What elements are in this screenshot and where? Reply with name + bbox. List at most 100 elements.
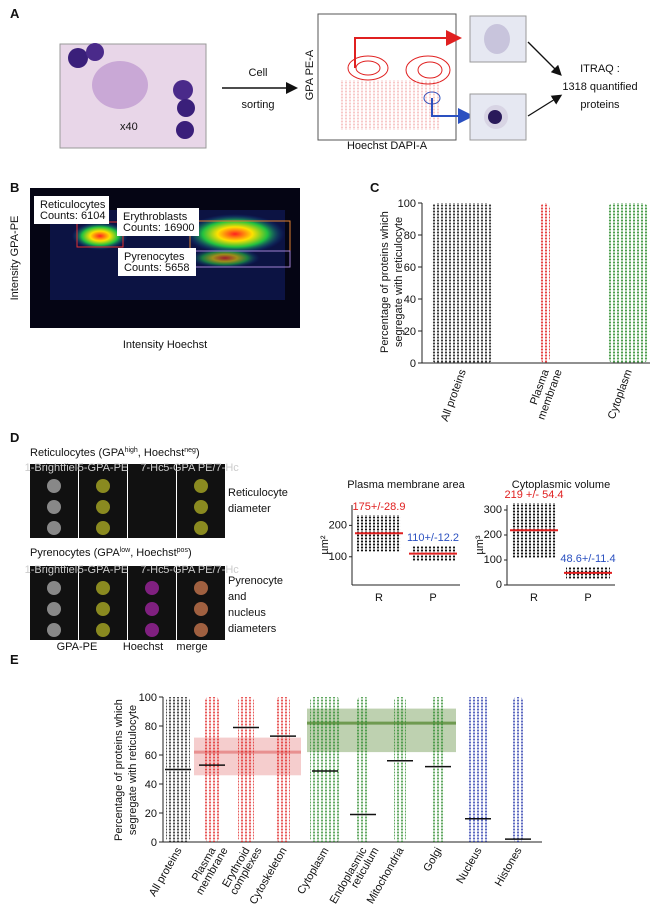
strip-header: 7-Hc — [140, 564, 164, 576]
y-tick-label: 0 — [496, 579, 502, 591]
y-tick-label: 100 — [139, 692, 157, 704]
panel-letter: B — [10, 180, 19, 195]
cell — [484, 24, 510, 54]
axis-label: Percentage of proteins which — [113, 699, 125, 841]
y-tick-label: 200 — [484, 529, 502, 541]
x-tick-label: Cytoplasm — [295, 846, 331, 897]
y-tick-label: 200 — [329, 519, 347, 531]
cell — [173, 80, 193, 100]
axis-label: Percentage of proteins which — [379, 211, 391, 353]
label: Cell — [249, 67, 268, 79]
cell — [194, 602, 208, 616]
y-tick-label: 40 — [145, 779, 157, 791]
panel-e: E Percentage of proteins which segregate… — [10, 652, 542, 907]
dot-swarm — [431, 697, 445, 842]
y-tick-label: 80 — [145, 721, 157, 733]
y-tick-label: 100 — [329, 551, 347, 563]
cell — [177, 99, 195, 117]
panel-letter: C — [370, 180, 380, 195]
cell — [68, 48, 88, 68]
axis-label: Intensity GPA-PE — [9, 216, 21, 301]
dot-swarm — [205, 697, 219, 842]
cell — [47, 479, 61, 493]
x-tick-label: P — [429, 592, 436, 604]
contour — [417, 61, 443, 79]
strip-header: 1-Brightfield — [25, 564, 84, 576]
note: diameter — [228, 503, 271, 515]
x-tick-label: Golgi — [421, 846, 444, 874]
cell — [96, 581, 110, 595]
cell — [96, 521, 110, 535]
axis-label: segregate with reticulocyte — [393, 217, 405, 347]
result: ITRAQ : — [580, 63, 620, 75]
arrow — [431, 98, 474, 124]
density — [72, 222, 128, 250]
y-tick-label: 60 — [404, 262, 416, 274]
gate-box — [117, 208, 199, 236]
cell — [47, 500, 61, 514]
dot-swarm — [540, 203, 550, 363]
arrow — [354, 30, 462, 68]
x-tick-label: R — [530, 592, 538, 604]
dot-swarm — [310, 697, 340, 842]
dot-swarm — [276, 697, 290, 842]
nucleus — [488, 110, 502, 124]
channel-label: GPA-PE — [57, 641, 98, 653]
magnification: x40 — [120, 121, 138, 133]
gate-name: Reticulocytes — [40, 199, 106, 211]
result: proteins — [580, 99, 620, 111]
cell — [194, 500, 208, 514]
gate-box — [34, 196, 109, 224]
axis-label: GPA PE-A — [304, 49, 316, 100]
cell — [194, 521, 208, 535]
x-tick-label: R — [375, 592, 383, 604]
label: sorting — [241, 99, 274, 111]
gate-counts: Counts: 16900 — [123, 222, 195, 234]
gate-box — [118, 248, 196, 276]
result: 1318 quantified — [562, 81, 637, 93]
x-tick-label: Nucleus — [454, 845, 485, 886]
y-tick-label: 0 — [151, 837, 157, 849]
cell — [96, 479, 110, 493]
arrow — [527, 94, 563, 117]
cell — [96, 623, 110, 637]
dot-swarm — [431, 203, 493, 363]
note: nucleus — [228, 607, 266, 619]
panel-title: Reticulocytes (GPAhigh, Hoechstneg) — [30, 447, 200, 459]
channel-label: Hoechst — [123, 641, 163, 653]
note: Pyrenocyte — [228, 575, 283, 587]
x-tick-label: Histones — [493, 845, 525, 888]
image-tile — [128, 464, 176, 538]
note: Reticulocyte — [228, 487, 288, 499]
gate-counts: Counts: 6104 — [40, 210, 105, 222]
x-tick-label: Cytoplasm — [606, 368, 635, 421]
cell — [194, 623, 208, 637]
dot-swarm — [394, 697, 406, 842]
strip-header: 1-Brightfield — [25, 462, 84, 474]
panel-letter: D — [10, 430, 19, 445]
y-tick-label: 100 — [398, 198, 416, 210]
cell — [47, 581, 61, 595]
cell — [92, 61, 148, 109]
value-label: 219 +/- 54.4 — [504, 489, 563, 501]
strip-header: 5-GPA PE/7-Hc — [163, 462, 239, 474]
panel-c: C Percentage of proteins which segregate… — [370, 180, 650, 423]
dot-swarm — [467, 697, 489, 842]
x-tick-label: All proteins — [147, 845, 185, 899]
value-label: 48.6+/-11.4 — [560, 553, 615, 565]
panel-letter: E — [10, 652, 19, 667]
dot-swarm — [238, 697, 254, 842]
arrow — [527, 41, 562, 76]
dot-swarm — [513, 697, 523, 842]
note: diameters — [228, 623, 277, 635]
value-label: 110+/-12.2 — [407, 532, 459, 544]
axis-label: segregate with reticulocyte — [127, 705, 139, 835]
strip-header: 5-GPA PE/7-Hc — [163, 564, 239, 576]
unit-label: µm³ — [474, 535, 486, 555]
axis-label: Intensity Hoechst — [123, 339, 207, 351]
y-tick-label: 300 — [484, 504, 502, 516]
plot-title: Plasma membrane area — [347, 479, 465, 491]
panel-letter: A — [10, 6, 20, 21]
y-tick-label: 0 — [410, 358, 416, 370]
cell — [145, 623, 159, 637]
